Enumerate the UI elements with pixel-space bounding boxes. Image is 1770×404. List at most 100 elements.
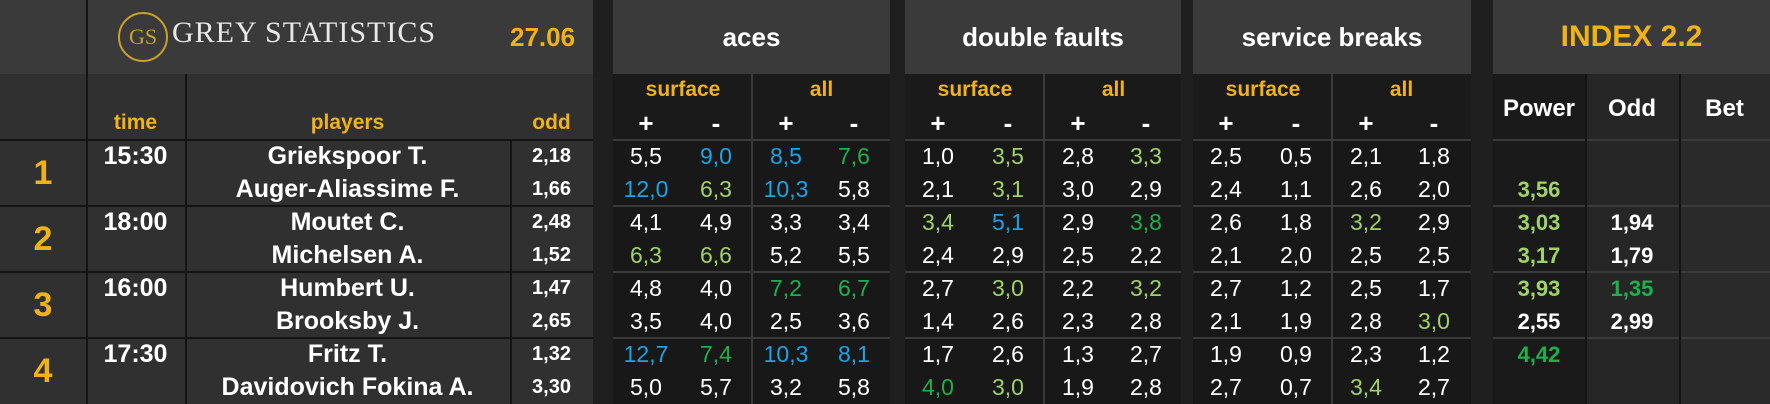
stat-cell: 3,2 bbox=[770, 374, 802, 400]
stat-cell: 1,8 bbox=[1418, 143, 1450, 169]
player-odd: 1,66 bbox=[532, 178, 571, 200]
aces-title: aces bbox=[613, 0, 890, 74]
player-odd: 1,47 bbox=[532, 277, 571, 299]
stat-cell: 6,3 bbox=[700, 176, 732, 202]
double-faults-title: double faults bbox=[905, 0, 1181, 74]
column-divider bbox=[1585, 74, 1587, 404]
stat-cell: 7,2 bbox=[770, 275, 802, 301]
column-divider bbox=[1043, 74, 1045, 404]
stat-cell: 2,6 bbox=[1210, 209, 1242, 235]
minus-header: - bbox=[849, 108, 859, 138]
stat-cell: 10,3 bbox=[763, 341, 809, 367]
row-divider bbox=[0, 139, 593, 141]
row-divider bbox=[0, 205, 593, 207]
match-time: 17:30 bbox=[103, 340, 168, 368]
stat-cell: 5,1 bbox=[992, 209, 1024, 235]
service-breaks-title: service breaks bbox=[1193, 0, 1471, 74]
stat-cell: 3,4 bbox=[838, 209, 870, 235]
stat-cell: 12,7 bbox=[623, 341, 669, 367]
row-divider bbox=[0, 271, 593, 273]
logo-icon: GS bbox=[118, 12, 168, 62]
minus-header: - bbox=[711, 108, 721, 138]
plus-header: + bbox=[1218, 108, 1234, 138]
stat-cell: 2,7 bbox=[1418, 374, 1450, 400]
bet-header: Bet bbox=[1705, 95, 1744, 122]
stat-cell: 3,2 bbox=[1130, 275, 1162, 301]
player-odd: 1,32 bbox=[532, 343, 571, 365]
stat-cell: 3,5 bbox=[630, 308, 662, 334]
minus-header: - bbox=[1003, 108, 1013, 138]
all-subheader: all bbox=[809, 78, 834, 101]
stat-cell: 5,8 bbox=[838, 374, 870, 400]
stat-cell: 8,1 bbox=[838, 341, 870, 367]
stat-cell: 4,0 bbox=[922, 374, 954, 400]
stat-cell: 1,7 bbox=[1418, 275, 1450, 301]
stat-cell: 2,5 bbox=[1210, 143, 1242, 169]
stat-cell: 2,8 bbox=[1062, 143, 1094, 169]
stat-cell: 2,5 bbox=[1418, 242, 1450, 268]
plus-header: + bbox=[638, 108, 654, 138]
logo-area bbox=[0, 0, 593, 74]
stat-cell: 2,4 bbox=[922, 242, 954, 268]
power-header: Power bbox=[1502, 95, 1576, 122]
stat-cell: 3,8 bbox=[1130, 209, 1162, 235]
index-odd-value: 1,94 bbox=[1610, 210, 1654, 235]
stat-cell: 2,7 bbox=[1210, 374, 1242, 400]
stat-cell: 2,3 bbox=[1350, 341, 1382, 367]
stat-cell: 3,0 bbox=[992, 374, 1024, 400]
stat-cell: 2,0 bbox=[1280, 242, 1312, 268]
plus-header: + bbox=[1358, 108, 1374, 138]
stat-cell: 2,5 bbox=[770, 308, 802, 334]
bet-column-bg bbox=[1679, 74, 1770, 404]
stat-cell: 2,0 bbox=[1418, 176, 1450, 202]
odd-column-bg bbox=[1585, 74, 1679, 404]
stat-cell: 2,9 bbox=[1130, 176, 1162, 202]
stat-cell: 3,2 bbox=[1350, 209, 1382, 235]
stat-cell: 2,8 bbox=[1130, 374, 1162, 400]
player-name: Fritz T. bbox=[307, 340, 388, 368]
stat-cell: 9,0 bbox=[700, 143, 732, 169]
column-divider bbox=[1331, 74, 1333, 404]
player-odd: 2,48 bbox=[532, 211, 571, 233]
stat-cell: 1,1 bbox=[1280, 176, 1312, 202]
column-divider bbox=[185, 74, 187, 404]
stat-cell: 2,5 bbox=[1062, 242, 1094, 268]
match-time: 18:00 bbox=[103, 208, 168, 236]
player-name: Brooksby J. bbox=[275, 307, 420, 335]
stat-cell: 3,5 bbox=[992, 143, 1024, 169]
stat-cell: 6,3 bbox=[630, 242, 662, 268]
stat-cell: 2,1 bbox=[1210, 308, 1242, 334]
player-odd: 2,65 bbox=[532, 310, 571, 332]
index-odd-value: 1,79 bbox=[1610, 243, 1654, 268]
plus-header: + bbox=[1070, 108, 1086, 138]
stat-cell: 1,3 bbox=[1062, 341, 1094, 367]
all-subheader: all bbox=[1389, 78, 1414, 101]
stat-cell: 2,4 bbox=[1210, 176, 1242, 202]
stat-cell: 5,2 bbox=[770, 242, 802, 268]
stat-cell: 1,8 bbox=[1280, 209, 1312, 235]
row-divider bbox=[1493, 337, 1770, 339]
row-number: 4 bbox=[33, 352, 53, 390]
player-name: Humbert U. bbox=[280, 274, 415, 302]
stat-cell: 2,7 bbox=[1210, 275, 1242, 301]
stat-cell: 5,0 bbox=[630, 374, 662, 400]
stat-cell: 1,9 bbox=[1210, 341, 1242, 367]
player-odd: 1,52 bbox=[532, 244, 571, 266]
stat-cell: 0,9 bbox=[1280, 341, 1312, 367]
stat-cell: 3,0 bbox=[992, 275, 1024, 301]
stat-cell: 3,3 bbox=[770, 209, 802, 235]
index-title: INDEX 2.2 bbox=[1493, 0, 1770, 74]
minus-header: - bbox=[1429, 108, 1439, 138]
stat-cell: 0,5 bbox=[1280, 143, 1312, 169]
player-odd: 3,30 bbox=[532, 376, 571, 398]
minus-header: - bbox=[1291, 108, 1301, 138]
stat-cell: 1,9 bbox=[1280, 308, 1312, 334]
row-number: 3 bbox=[33, 286, 53, 324]
stat-cell: 3,0 bbox=[1062, 176, 1094, 202]
power-value: 2,55 bbox=[1517, 309, 1561, 334]
row-divider bbox=[1493, 139, 1770, 141]
match-time: 16:00 bbox=[103, 274, 168, 302]
stat-cell: 8,5 bbox=[770, 143, 802, 169]
row-number: 2 bbox=[33, 220, 53, 258]
power-value: 3,56 bbox=[1517, 177, 1561, 202]
